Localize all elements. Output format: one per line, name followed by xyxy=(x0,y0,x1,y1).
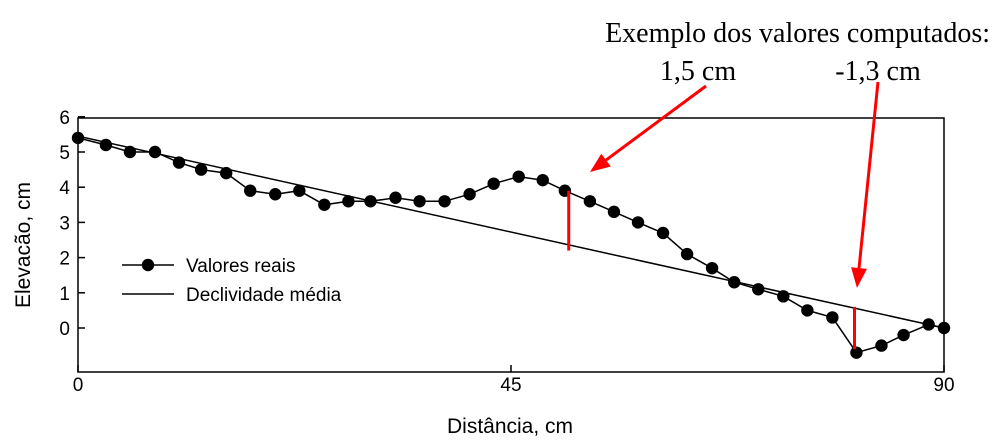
data-point-5 xyxy=(194,163,208,176)
annotation-arrow-2-shaft xyxy=(857,81,880,269)
y-tick-label-1: 1 xyxy=(59,284,70,305)
data-point-0 xyxy=(71,131,85,145)
data-point-15 xyxy=(438,195,451,208)
annotation-arrow-2-head xyxy=(851,267,867,288)
annotation-label-2: -1,3 cm xyxy=(835,56,921,87)
y-tick-label-2: 2 xyxy=(59,249,70,270)
annotation-label-1: 1,5 cm xyxy=(660,56,736,87)
data-point-24 xyxy=(656,226,670,240)
data-point-22 xyxy=(607,205,621,219)
data-point-16 xyxy=(463,188,476,201)
data-point-17 xyxy=(487,177,500,190)
y-axis-label: Elevacão, cm xyxy=(12,182,35,308)
data-point-6 xyxy=(219,166,233,180)
x-axis-label: Distância, cm xyxy=(447,415,573,438)
y-tick-label-4: 4 xyxy=(59,178,70,199)
y-tick-label-5: 5 xyxy=(59,143,70,164)
data-point-12 xyxy=(364,195,377,208)
data-point-19 xyxy=(536,173,549,187)
data-point-14 xyxy=(413,195,426,208)
data-point-23 xyxy=(631,216,645,229)
data-point-26 xyxy=(705,261,719,275)
plot-frame xyxy=(77,117,945,373)
x-tick-label-0: 0 xyxy=(73,375,84,396)
data-point-35 xyxy=(922,318,935,331)
data-point-27 xyxy=(728,276,741,289)
data-point-29 xyxy=(777,290,790,303)
data-point-34 xyxy=(897,328,910,342)
legend-label-valores-reais: Valores reais xyxy=(186,256,295,277)
data-point-7 xyxy=(244,184,257,197)
legend-marker-valores-reais xyxy=(141,258,155,272)
data-point-4 xyxy=(172,156,186,169)
data-point-33 xyxy=(875,339,888,352)
data-point-32 xyxy=(850,346,863,359)
data-point-9 xyxy=(293,184,306,197)
data-point-18 xyxy=(512,170,525,183)
legend: Valores reais Declividade média xyxy=(122,256,342,306)
annotation-arrow-1-shaft xyxy=(605,84,707,162)
data-point-36 xyxy=(937,321,951,335)
data-point-13 xyxy=(389,191,402,204)
data-point-31 xyxy=(826,311,839,324)
data-point-30 xyxy=(801,304,814,317)
data-point-3 xyxy=(148,145,162,159)
data-point-28 xyxy=(752,283,765,296)
data-point-25 xyxy=(680,247,694,261)
data-point-1 xyxy=(99,138,113,152)
series-valores-reais-line xyxy=(77,137,945,354)
y-tick-label-3: 3 xyxy=(59,213,70,234)
y-tick-label-0: 0 xyxy=(59,319,70,340)
series-declividade-media-line xyxy=(77,135,945,329)
x-tick-label-2: 90 xyxy=(933,375,954,396)
annotation-title: Exemplo dos valores computados: xyxy=(605,18,990,49)
data-point-10 xyxy=(318,198,331,211)
data-point-21 xyxy=(583,195,597,208)
x-tick-label-1: 45 xyxy=(500,375,521,396)
legend-label-declividade-media: Declividade média xyxy=(186,285,342,306)
data-point-8 xyxy=(269,188,282,201)
chart-marks xyxy=(71,81,951,359)
data-point-2 xyxy=(123,145,137,159)
y-tick-label-6: 6 xyxy=(59,108,70,129)
annotation-arrow-1-head xyxy=(590,153,611,172)
data-point-11 xyxy=(342,195,355,208)
